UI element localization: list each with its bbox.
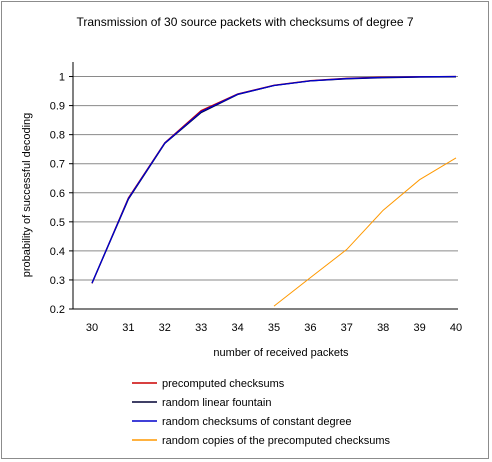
y-tick-label: 0.7	[50, 159, 65, 171]
series-line-2	[91, 76, 457, 284]
x-tick-label: 40	[450, 322, 462, 334]
x-tick-label: 38	[377, 322, 389, 334]
legend: precomputed checksums random linear fount…	[132, 378, 391, 447]
series-line-3	[91, 75, 457, 284]
x-tick-label: 35	[268, 322, 280, 334]
series-line-1	[91, 75, 457, 284]
gridlines	[69, 76, 458, 310]
y-tick-label: 0.9	[50, 101, 65, 113]
x-tick-labels: 30 31 32 33 34 35 36 37 38 39 40	[86, 322, 462, 334]
x-axis-label: number of received packets	[213, 347, 349, 359]
legend-entry: random checksums of constant degree	[162, 416, 352, 428]
y-tick-label: 0.6	[50, 188, 65, 200]
y-tick-label: 0.2	[50, 304, 65, 316]
x-tick-label: 34	[231, 322, 243, 334]
chart-title: Transmission of 30 source packets with c…	[76, 15, 413, 29]
y-axis-label: probability of successful decoding	[21, 113, 33, 277]
series-lines	[91, 75, 457, 307]
x-tick-label: 39	[413, 322, 425, 334]
x-tick-label: 37	[341, 322, 353, 334]
y-tick-label: 0.5	[50, 217, 65, 229]
legend-entry: random linear fountain	[162, 397, 271, 409]
series-line-4	[273, 157, 457, 307]
x-tick-label: 31	[122, 322, 134, 334]
legend-entry: random copies of the precomputed checksu…	[162, 435, 391, 447]
y-tick-label: 1	[59, 72, 65, 84]
legend-entry: precomputed checksums	[162, 378, 285, 390]
y-tick-label: 0.3	[50, 275, 65, 287]
y-tick-label: 0.4	[50, 246, 65, 258]
y-tick-labels: 0.2 0.3 0.4 0.5 0.6 0.7 0.8 0.9 1	[50, 72, 65, 316]
y-tick-label: 0.8	[50, 130, 65, 142]
axes	[72, 62, 458, 310]
x-tick-label: 32	[159, 322, 171, 334]
x-tick-label: 36	[304, 322, 316, 334]
x-tick-label: 30	[86, 322, 98, 334]
x-tick-label: 33	[195, 322, 207, 334]
